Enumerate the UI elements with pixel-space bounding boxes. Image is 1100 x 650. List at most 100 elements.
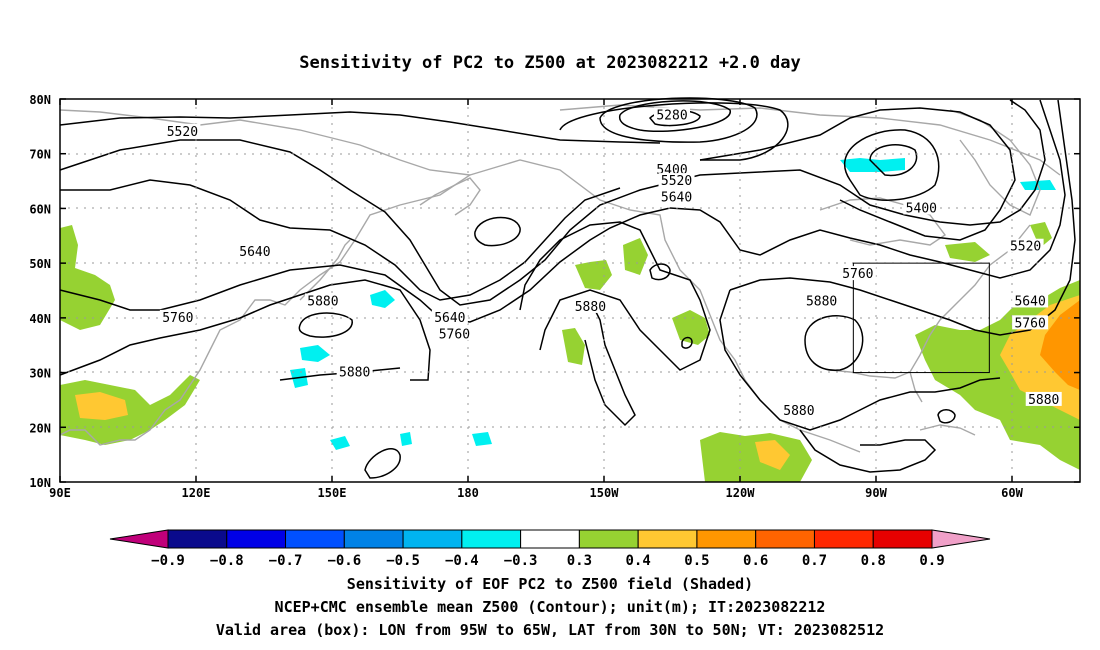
colorbar-max-arrow bbox=[931, 529, 991, 549]
contour-5880-west bbox=[59, 279, 431, 381]
shade-yellow-asia-south bbox=[75, 392, 128, 420]
colorbar-tick-label: −0.8 bbox=[210, 553, 244, 569]
contour-5880-se bbox=[719, 289, 1001, 431]
contour-small-ring bbox=[649, 263, 671, 281]
lon-tick-label: 60W bbox=[1001, 486, 1023, 500]
coastline-gulf bbox=[829, 224, 1031, 379]
lon-tick-label: 150E bbox=[318, 486, 347, 500]
colorbar-tick-label: 0.8 bbox=[861, 553, 886, 569]
lat-tick-label: 20N bbox=[29, 421, 51, 435]
shade-negative-7 bbox=[472, 432, 492, 446]
lat-tick-label: 30N bbox=[29, 367, 51, 381]
colorbar: −0.9 −0.8 −0.7 −0.6 −0.5 −0.4 −0.3 0.3 0.4 0.5 0.6… bbox=[109, 529, 991, 569]
shade-positive-greenland bbox=[1030, 222, 1052, 248]
caption-line-2: NCEP+CMC ensemble mean Z500 (Contour); u… bbox=[275, 598, 826, 616]
contour-5880-high-ring bbox=[804, 315, 864, 371]
contour-5760-east bbox=[669, 99, 1066, 279]
colorbar-segment bbox=[755, 529, 815, 549]
shade-positive-pacific-2 bbox=[562, 328, 585, 365]
longitude-axis: 90E 120E 150E 180 150W 120W 90W 60W bbox=[49, 99, 1024, 500]
contour-label-bg bbox=[336, 364, 373, 379]
lon-tick-label: 90W bbox=[865, 486, 887, 500]
colorbar-tick-label: 0.4 bbox=[626, 553, 651, 569]
contour-label-bg bbox=[1012, 315, 1049, 330]
contour-5880-east bbox=[729, 99, 1076, 336]
shade-positive-asia-north bbox=[60, 225, 115, 330]
contour-label-bg bbox=[654, 162, 690, 177]
contour-south-low bbox=[364, 448, 401, 479]
contour-small-low bbox=[474, 216, 521, 247]
shade-positive-pacific-3 bbox=[623, 238, 648, 275]
contour-label: 5880 bbox=[575, 300, 606, 315]
contour-label-bg bbox=[1007, 238, 1044, 253]
lon-tick-label: 120W bbox=[726, 486, 756, 500]
contour-label-bg bbox=[803, 293, 840, 308]
shade-positive-pacific-4 bbox=[672, 310, 710, 345]
shade-positive-mexico bbox=[700, 432, 812, 482]
contour-5520-west bbox=[59, 111, 661, 144]
colorbar-segment bbox=[520, 529, 580, 549]
contour-label: 5880 bbox=[339, 366, 370, 381]
contour-label-bg bbox=[658, 173, 695, 188]
contour-5400-west bbox=[559, 102, 789, 161]
colorbar-tick-label: −0.9 bbox=[151, 553, 185, 569]
contour-5880-low bbox=[298, 312, 353, 338]
contour-label-bg bbox=[304, 293, 341, 308]
colorbar-min-arrow bbox=[109, 529, 169, 549]
colorbar-segment bbox=[813, 529, 874, 549]
coastline-hudson bbox=[819, 197, 947, 246]
contour-5400-greenland bbox=[843, 129, 940, 201]
colorbar-segment bbox=[637, 529, 698, 549]
contour-label-bg bbox=[431, 309, 468, 324]
contour-label-bg bbox=[572, 298, 609, 313]
contour-label-bg bbox=[164, 123, 201, 138]
shade-positive-asia-south bbox=[60, 375, 200, 445]
contour-label-bg bbox=[159, 309, 196, 324]
lat-tick-label: 40N bbox=[29, 312, 51, 326]
colorbar-tick-label: 0.5 bbox=[684, 553, 709, 569]
contour-tiny-ring bbox=[681, 336, 693, 349]
contour-5880-tongue bbox=[584, 299, 636, 427]
contour-5880-bottom bbox=[799, 429, 937, 473]
lat-tick-label: 60N bbox=[29, 202, 51, 216]
caption-line-3: Valid area (box): LON from 95W to 65W, L… bbox=[216, 621, 884, 639]
coastline-florida bbox=[909, 371, 923, 403]
contour-label: 5760 bbox=[162, 311, 193, 326]
caption-line-1: Sensitivity of EOF PC2 to Z500 field (Sh… bbox=[347, 575, 753, 593]
lon-tick-label: 120E bbox=[182, 486, 211, 500]
shade-negative-1 bbox=[370, 290, 395, 308]
contour-5400-greenland-inner bbox=[869, 144, 918, 177]
colorbar-segment bbox=[402, 529, 463, 549]
colorbar-tick-label: 0.7 bbox=[802, 553, 827, 569]
colorbar-tick-label: 0.9 bbox=[919, 553, 944, 569]
contour-label-bg bbox=[658, 189, 695, 204]
lon-tick-label: 150W bbox=[590, 486, 620, 500]
colorbar-segment bbox=[696, 529, 757, 549]
colorbar-tick-label: −0.6 bbox=[327, 553, 361, 569]
lon-tick-label: 90E bbox=[49, 486, 71, 500]
contour-label: 5280 bbox=[656, 108, 687, 123]
colorbar-segment bbox=[167, 529, 228, 549]
contour-label: 5760 bbox=[439, 327, 470, 342]
shade-negative-4 bbox=[840, 158, 905, 172]
map-title: Sensitivity of PC2 to Z500 at 2023082212… bbox=[299, 53, 801, 73]
lat-tick-label: 10N bbox=[29, 476, 51, 490]
colorbar-tick-label: 0.3 bbox=[567, 553, 592, 569]
contour-5520-east bbox=[699, 107, 1016, 241]
latitude-axis: 80N 70N 60N 50N 40N 30N 20N 10N bbox=[29, 93, 1080, 490]
shade-negative-8 bbox=[400, 432, 412, 446]
z500-contours bbox=[59, 97, 1076, 479]
contour-5640-east bbox=[759, 99, 1046, 226]
contour-label: 5880 bbox=[783, 404, 814, 419]
contour-label-bg bbox=[654, 107, 690, 122]
contour-label-bg bbox=[436, 326, 473, 341]
colorbar-tick-label: −0.7 bbox=[269, 553, 303, 569]
contour-labels: 5520564057605880588056405760588052805400… bbox=[159, 107, 1062, 419]
coastline-greenland bbox=[949, 109, 1041, 216]
lat-tick-label: 80N bbox=[29, 93, 51, 107]
contour-label: 5520 bbox=[167, 125, 198, 140]
contour-5640-b bbox=[60, 179, 621, 301]
contour-5280 bbox=[618, 100, 731, 133]
colorbar-tick-label: −0.3 bbox=[504, 553, 538, 569]
